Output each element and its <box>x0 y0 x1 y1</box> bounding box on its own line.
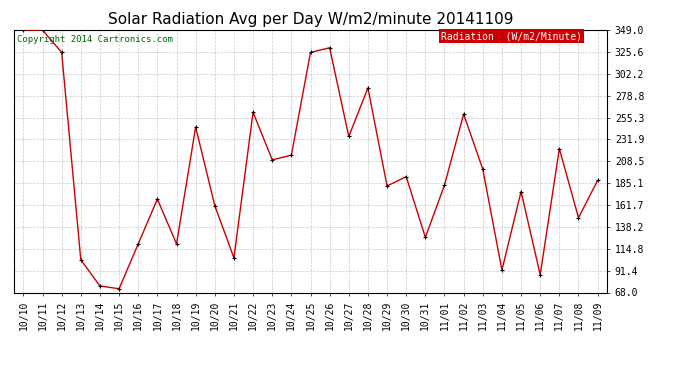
Title: Solar Radiation Avg per Day W/m2/minute 20141109: Solar Radiation Avg per Day W/m2/minute … <box>108 12 513 27</box>
Text: Copyright 2014 Cartronics.com: Copyright 2014 Cartronics.com <box>17 35 172 44</box>
Text: Radiation  (W/m2/Minute): Radiation (W/m2/Minute) <box>441 32 582 41</box>
